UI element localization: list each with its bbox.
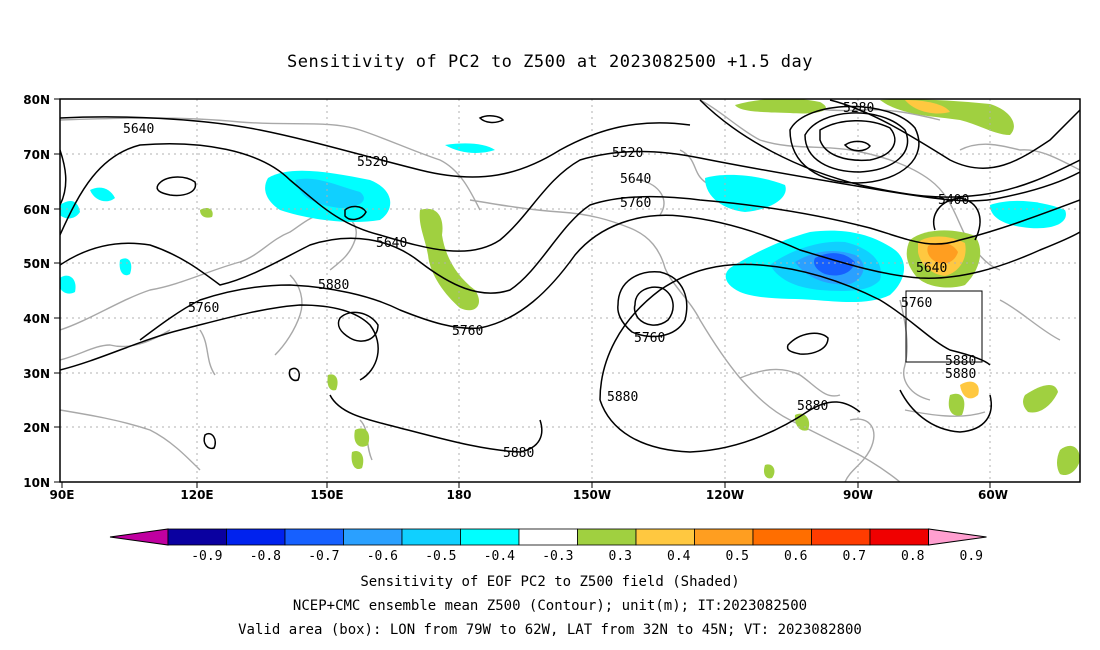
lat-tick-label: 40N [23, 312, 50, 326]
contour-label: 5760 [634, 331, 665, 346]
contour-label: 5880 [318, 278, 349, 293]
lat-axis: 80N 70N 60N 50N 40N 30N 20N 10N [23, 93, 50, 490]
contour-label: 5640 [123, 122, 154, 137]
contour-label: 5640 [620, 172, 651, 187]
colorbar-label: -0.6 [367, 549, 398, 564]
colorbar-high-extend [928, 528, 987, 546]
contour-label: 5400 [938, 193, 969, 208]
colorbar-label: 0.9 [960, 549, 983, 564]
contour-label: 5280 [843, 101, 874, 116]
chart-title: Sensitivity of PC2 to Z500 at 2023082500… [286, 52, 813, 72]
contour-label: 5760 [452, 324, 483, 339]
contour-label: 5520 [612, 146, 643, 161]
colorbar-swatch [869, 528, 929, 546]
caption-line-1: Sensitivity of EOF PC2 to Z500 field (Sh… [360, 574, 740, 590]
colorbar-label: -0.3 [542, 549, 573, 564]
colorbar-swatch [694, 528, 754, 546]
lon-tick-label: 90E [50, 488, 75, 502]
contour-label: 5760 [620, 196, 651, 211]
colorbar-swatch [577, 528, 637, 546]
colorbar-label: -0.5 [425, 549, 456, 564]
lon-axis: 90E 120E 150E 180 150W 120W 90W 60W [50, 488, 1008, 502]
colorbar-swatch [518, 528, 578, 546]
colorbar-swatch [635, 528, 695, 546]
contour-label: 5760 [188, 301, 219, 316]
caption-line-3: Valid area (box): LON from 79W to 62W, L… [238, 622, 862, 638]
colorbar: -0.9 -0.8 -0.7 -0.6 -0.5 -0.4 -0.3 0.3 0.4 0.5 0.6… [109, 528, 987, 564]
contour-label: 5880 [945, 354, 976, 369]
lon-tick-label: 180 [446, 488, 471, 502]
valid-area-box [905, 290, 983, 363]
lat-tick-label: 30N [23, 367, 50, 381]
contour-label: 5760 [901, 296, 932, 311]
lon-tick-label: 150W [573, 488, 611, 502]
z500-contours [60, 99, 1080, 453]
lon-tick-label: 150E [310, 488, 343, 502]
colorbar-label: -0.8 [250, 549, 281, 564]
lat-tick-label: 60N [23, 203, 50, 217]
contour-labels: 5640 5520 5280 5520 5640 5760 5400 5640 … [123, 101, 976, 461]
caption-line-2: NCEP+CMC ensemble mean Z500 (Contour); u… [292, 598, 808, 614]
colorbar-swatch [226, 528, 286, 546]
map-frame [59, 98, 1081, 483]
lon-tick-label: 60W [978, 488, 1008, 502]
colorbar-label: 0.7 [843, 549, 866, 564]
lon-tick-label: 120W [706, 488, 744, 502]
colorbar-swatch [343, 528, 403, 546]
colorbar-label: 0.6 [784, 549, 807, 564]
contour-label: 5880 [945, 367, 976, 382]
colorbar-label: 0.5 [726, 549, 749, 564]
contour-label: 5520 [357, 155, 388, 170]
colorbar-label: -0.7 [308, 549, 339, 564]
colorbar-swatch [811, 528, 871, 546]
lat-tick-label: 20N [23, 421, 50, 435]
contour-label: 5640 [376, 236, 407, 251]
contour-label: 5880 [503, 446, 534, 461]
colorbar-label: -0.4 [484, 549, 515, 564]
colorbar-swatch [752, 528, 812, 546]
lat-tick-label: 70N [23, 148, 50, 162]
contour-label: 5880 [607, 390, 638, 405]
axis-ticks [54, 98, 991, 488]
lat-tick-label: 10N [23, 476, 50, 490]
colorbar-swatch [284, 528, 344, 546]
colorbar-label: -0.9 [191, 549, 222, 564]
lat-tick-label: 80N [23, 93, 50, 107]
colorbar-swatch [167, 528, 227, 546]
colorbar-label: 0.4 [667, 549, 691, 564]
contour-label: 5640 [916, 261, 947, 276]
colorbar-label: 0.3 [609, 549, 632, 564]
colorbar-label: 0.8 [901, 549, 924, 564]
colorbar-low-extend [109, 528, 169, 546]
lon-tick-label: 120E [180, 488, 213, 502]
colorbar-swatch [401, 528, 461, 546]
sensitivity-shading [60, 99, 1080, 479]
lon-tick-label: 90W [843, 488, 873, 502]
colorbar-swatch [460, 528, 520, 546]
lat-tick-label: 50N [23, 257, 50, 271]
contour-label: 5880 [797, 399, 828, 414]
